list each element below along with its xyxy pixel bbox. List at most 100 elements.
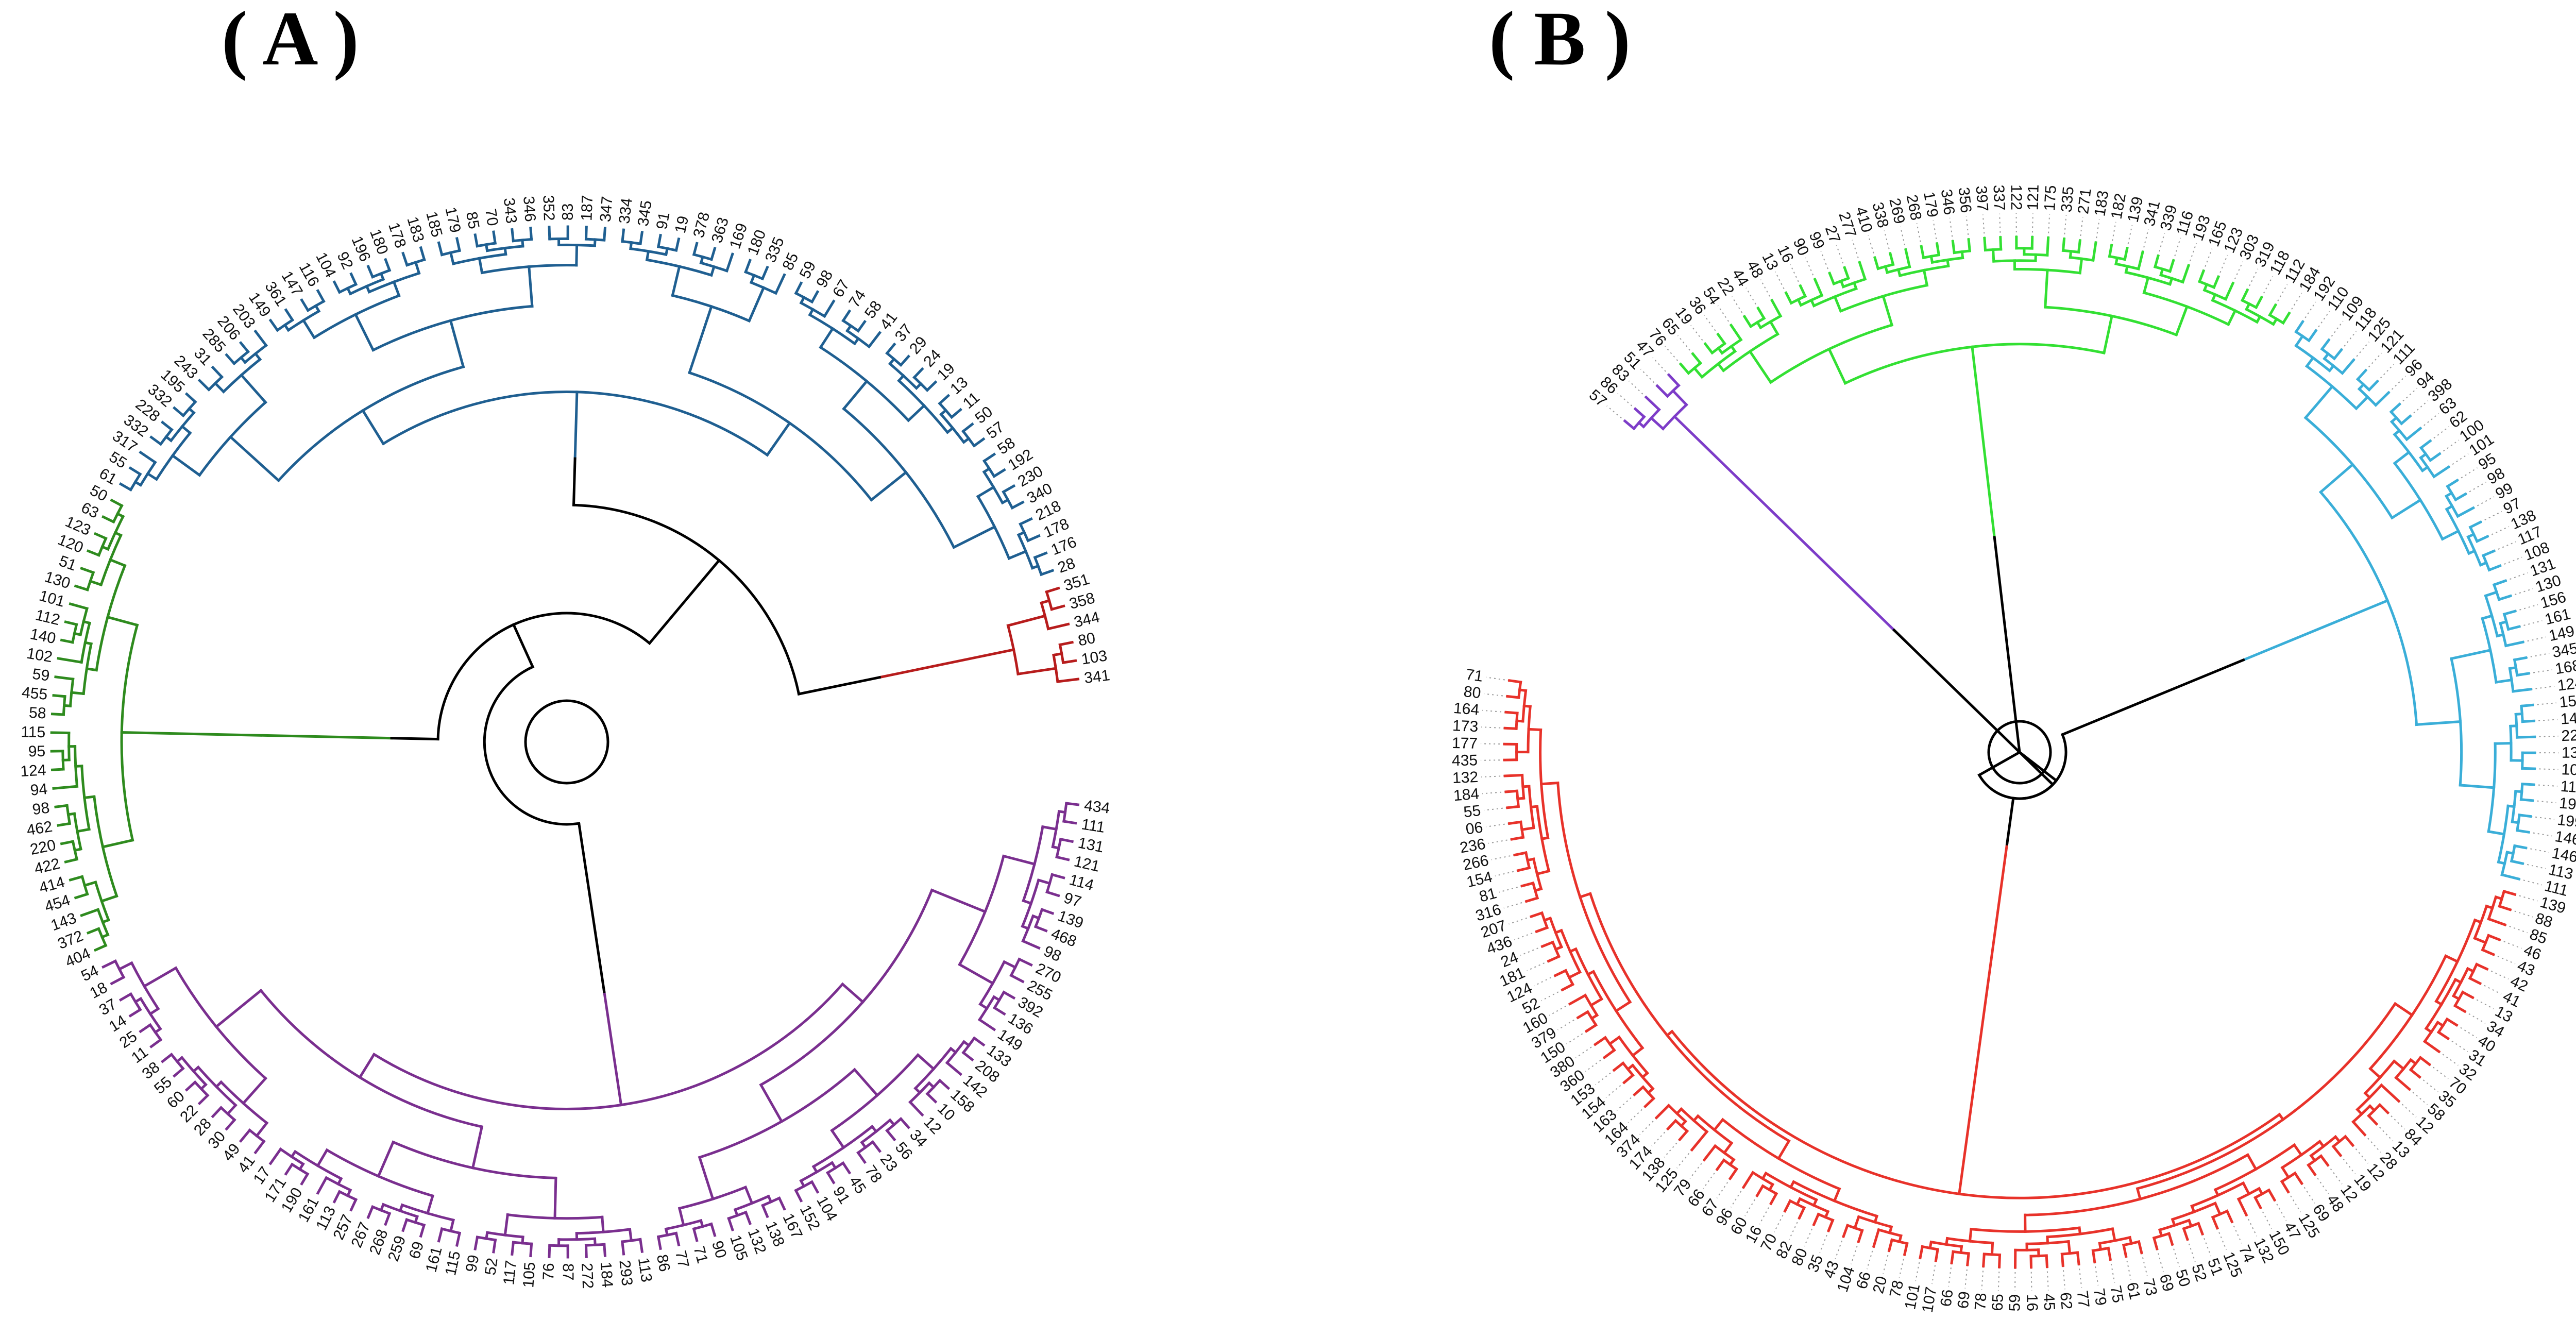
dendrogram-branch	[1507, 679, 1522, 684]
dendrogram-branch	[2450, 648, 2492, 661]
dendrogram-branch	[1756, 306, 1766, 320]
dendrogram-branch	[2152, 1236, 2159, 1250]
dendrogram-branch	[1703, 342, 1714, 355]
dendrogram-branch	[2441, 529, 2461, 541]
dendrogram-branch	[139, 450, 157, 464]
leaf-connector	[1981, 1266, 1984, 1290]
leaf-label: 115	[2560, 778, 2576, 797]
leaf-connector	[1999, 213, 2001, 238]
dendrogram-branch	[2122, 1243, 2128, 1258]
dendrogram-branch	[1553, 969, 1568, 977]
dendrogram-branch	[1935, 242, 1941, 257]
dendrogram-branch	[2320, 338, 2331, 351]
leaf-connector	[2531, 686, 2555, 690]
leaf-label: 102	[25, 645, 54, 666]
leaf-connector	[1703, 1169, 1718, 1189]
leaf-label: 94	[29, 781, 48, 799]
dendrogram-branch	[759, 1083, 784, 1124]
leaf-connector	[1868, 234, 1876, 258]
panel-b-title: ( B )	[1489, 0, 1631, 81]
dendrogram-branch	[241, 1076, 268, 1105]
leaf-connector	[2341, 331, 2357, 350]
leaf-connector	[1948, 1263, 1953, 1287]
leaf-connector	[2203, 248, 2213, 272]
leaf-connector	[1616, 1094, 1635, 1111]
dendrogram-branch	[1507, 820, 1522, 825]
dendrogram-branch	[353, 313, 375, 352]
dendrogram-branch	[1561, 983, 1575, 992]
dendrogram-branch	[2142, 276, 2150, 295]
dendrogram-branch	[688, 304, 714, 375]
dendrogram-branch	[1826, 1218, 1835, 1232]
dendrogram-branch	[2374, 391, 2391, 407]
dendrogram-branch	[117, 961, 133, 971]
dendrogram-branch	[2516, 828, 2530, 834]
dendrogram-branch	[2432, 465, 2451, 479]
leaf-connector	[1704, 315, 1719, 335]
dendrogram-branch	[1857, 1229, 1864, 1244]
leaf-connector	[1982, 214, 1985, 239]
dendrogram-branch	[1602, 1048, 1616, 1059]
leaf-connector	[2364, 1134, 2381, 1153]
cluster-stem	[1672, 414, 1896, 632]
dendrogram-branch	[2422, 1039, 2441, 1054]
leaf-connector	[2499, 556, 2522, 567]
dendrogram-branch	[2254, 295, 2263, 310]
leaf-connector	[2510, 909, 2533, 918]
leaf-connector	[1676, 1149, 1692, 1169]
dendrogram-branch	[349, 1197, 358, 1212]
dendrogram-branch	[725, 252, 734, 273]
dendrogram-branch	[2459, 784, 2496, 789]
root-branch	[1892, 628, 2055, 787]
leaf-connector	[2142, 229, 2149, 252]
leaf-connector	[2157, 233, 2165, 257]
leaf-connector	[2464, 1011, 2486, 1024]
dendrogram-branch	[584, 226, 588, 241]
leaf-connector	[2387, 1112, 2405, 1130]
cluster-3: 6155317332228332195243312852062031493611…	[96, 195, 1079, 577]
dendrogram-branch	[2182, 1227, 2189, 1241]
dendrogram-branch	[50, 713, 65, 716]
dendrogram-branch	[774, 273, 786, 295]
leaf-connector	[1575, 1044, 1596, 1059]
leaf-connector	[2247, 268, 2259, 291]
dendrogram-branch	[841, 309, 852, 323]
leaf-connector	[1730, 1187, 1744, 1208]
leaf-label: 462	[25, 818, 54, 839]
dendrogram-branch	[1056, 678, 1080, 683]
leaf-connector	[2493, 954, 2516, 964]
dendrogram-branch	[228, 435, 281, 483]
dendrogram-branch	[603, 1243, 607, 1257]
dendrogram-branch	[358, 1052, 376, 1079]
dendrogram-branch	[2481, 549, 2496, 557]
leaf-label: 61	[2123, 1281, 2143, 1301]
leaf-connector	[2480, 983, 2502, 995]
dendrogram-branch	[2168, 259, 2175, 273]
dendrogram-branch	[2226, 309, 2237, 327]
leaf-connector	[2274, 1199, 2287, 1221]
leaf-connector	[2472, 997, 2494, 1009]
dendrogram-branch	[284, 308, 295, 322]
dendrogram-branch	[377, 1140, 395, 1178]
cluster-stem	[120, 731, 393, 740]
dendrogram-branch	[300, 1172, 310, 1186]
dendrogram-branch	[2175, 304, 2189, 337]
dendrogram-branch	[2515, 672, 2531, 677]
dendrogram-branch	[826, 1171, 836, 1184]
dendrogram-branch	[2153, 254, 2160, 269]
dendrogram-branch	[2091, 1249, 2096, 1264]
leaf-label: 147	[2560, 709, 2576, 728]
dendrogram-branch	[2495, 678, 2513, 684]
dendrogram-branch	[961, 1051, 974, 1062]
dendrogram-branch	[1039, 569, 1055, 577]
cluster-1: 4341111311211149713946898270255392136149…	[78, 797, 1111, 1289]
leaf-connector	[2078, 1264, 2082, 1288]
leaf-label: 198	[2558, 794, 2576, 814]
leaf-connector	[2125, 1256, 2132, 1280]
dendrogram-branch	[1045, 586, 1060, 594]
dendrogram-branch	[255, 1121, 269, 1138]
dendrogram-branch	[1021, 939, 1041, 950]
dendrogram-branch	[2197, 269, 2206, 283]
dendrogram-branch	[1578, 892, 1592, 899]
dendrogram-branch	[492, 1238, 497, 1254]
